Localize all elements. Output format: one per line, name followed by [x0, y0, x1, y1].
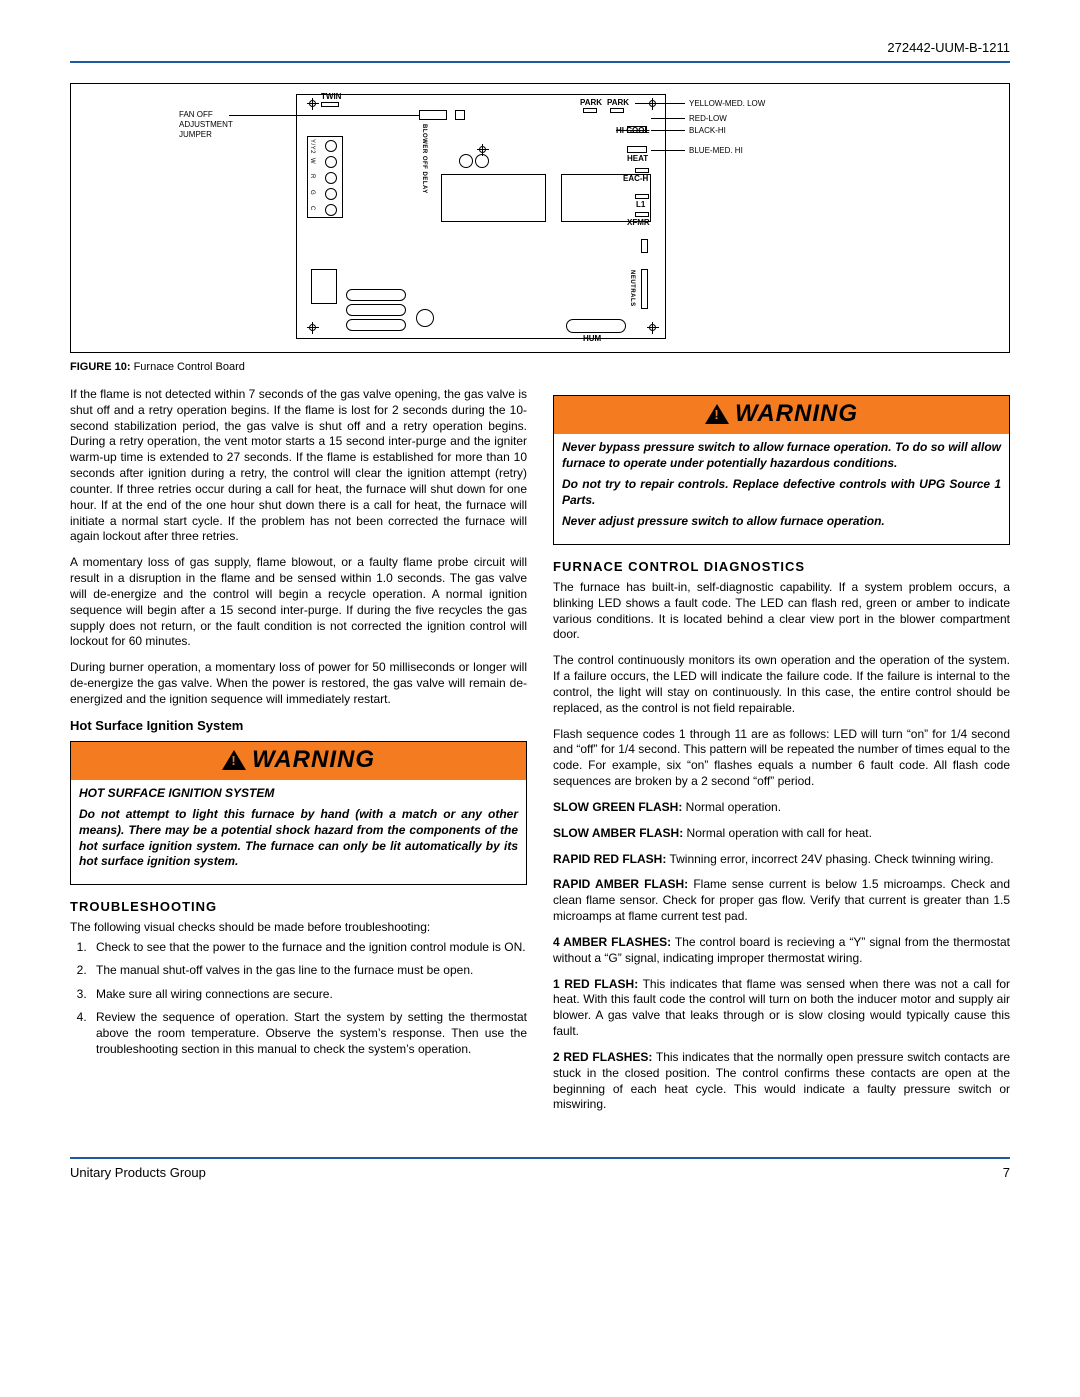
- figure-caption-label: FIGURE 10:: [70, 361, 131, 373]
- diag-p1: The furnace has built-in, self-diagnosti…: [553, 580, 1010, 643]
- fig-label-heat: HEAT: [627, 154, 648, 164]
- troubleshoot-list: Check to see that the power to the furna…: [90, 940, 527, 1058]
- warning-triangle-icon: [222, 750, 246, 770]
- heading-troubleshooting: TROUBLESHOOTING: [70, 899, 527, 914]
- footer-page-number: 7: [1003, 1165, 1010, 1180]
- figure-10-diagram: TWIN FAN OFF ADJUSTMENT JUMPER Y/Y2 W R …: [70, 83, 1010, 353]
- check-item-4: Review the sequence of operation. Start …: [90, 1010, 527, 1057]
- fig-label-each: EAC-H: [623, 174, 648, 184]
- fig-label-hicool: HI COOL: [616, 126, 649, 136]
- code-slow-green: SLOW GREEN FLASH: Normal operation.: [553, 800, 1010, 816]
- diag-p2: The control continuously monitors its ow…: [553, 653, 1010, 716]
- fig-label-jumper: JUMPER: [179, 130, 212, 140]
- warning1-title: HOT SURFACE IGNITION SYSTEM: [79, 786, 518, 802]
- code-rapid-amber: RAPID AMBER FLASH: Flame sense current i…: [553, 877, 1010, 924]
- diag-p3: Flash sequence codes 1 through 11 are as…: [553, 727, 1010, 790]
- fig-label-black: BLACK-HI: [689, 126, 726, 136]
- check-item-1: Check to see that the power to the furna…: [90, 940, 527, 956]
- fig-label-l1: L1: [636, 200, 645, 210]
- fig-label-yellow: YELLOW-MED. LOW: [689, 99, 765, 109]
- code-rapid-red: RAPID RED FLASH: Twinning error, incorre…: [553, 852, 1010, 868]
- footer-left: Unitary Products Group: [70, 1165, 206, 1180]
- fig-label-twin: TWIN: [321, 92, 341, 102]
- right-column: WARNING Never bypass pressure switch to …: [553, 387, 1010, 1123]
- check-item-2: The manual shut-off valves in the gas li…: [90, 963, 527, 979]
- left-p3: During burner operation, a momentary los…: [70, 660, 527, 707]
- fig-label-neutrals: NEUTRALS: [629, 270, 635, 307]
- warning-header-2: WARNING: [554, 396, 1009, 434]
- troubleshoot-intro: The following visual checks should be ma…: [70, 920, 527, 936]
- fig-label-park1: PARK: [580, 98, 602, 108]
- left-p1: If the flame is not detected within 7 se…: [70, 387, 527, 545]
- code-2-red: 2 RED FLASHES: This indicates that the n…: [553, 1050, 1010, 1113]
- left-column: If the flame is not detected within 7 se…: [70, 387, 527, 1123]
- warning-pressure-switch: WARNING Never bypass pressure switch to …: [553, 395, 1010, 545]
- heading-hot-surface: Hot Surface Ignition System: [70, 718, 527, 733]
- two-column-layout: If the flame is not detected within 7 se…: [70, 387, 1010, 1123]
- heading-diagnostics: FURNACE CONTROL DIAGNOSTICS: [553, 559, 1010, 574]
- check-item-3: Make sure all wiring connections are sec…: [90, 987, 527, 1003]
- fig-label-park2: PARK: [607, 98, 629, 108]
- fig-label-adj: ADJUSTMENT: [179, 120, 233, 130]
- left-p2: A momentary loss of gas supply, flame bl…: [70, 555, 527, 650]
- warning1-body: Do not attempt to light this furnace by …: [79, 807, 518, 869]
- figure-caption-text: Furnace Control Board: [134, 361, 245, 373]
- fig-label-xfmr: XFMR: [627, 218, 650, 228]
- figure-caption: FIGURE 10: Furnace Control Board: [70, 361, 1010, 373]
- page-footer: Unitary Products Group 7: [70, 1157, 1010, 1180]
- warning-hot-surface: WARNING HOT SURFACE IGNITION SYSTEM Do n…: [70, 741, 527, 885]
- header-rule: [70, 61, 1010, 63]
- warning-triangle-icon: [705, 404, 729, 424]
- warning2-line3: Never adjust pressure switch to allow fu…: [562, 514, 1001, 530]
- warning-header-text: WARNING: [252, 746, 375, 774]
- code-slow-amber: SLOW AMBER FLASH: Normal operation with …: [553, 826, 1010, 842]
- code-1-red: 1 RED FLASH: This indicates that flame w…: [553, 977, 1010, 1040]
- warning2-line1: Never bypass pressure switch to allow fu…: [562, 440, 1001, 471]
- doc-id: 272442-UUM-B-1211: [70, 40, 1010, 55]
- fig-label-fanoff: FAN OFF: [179, 110, 213, 120]
- fig-label-hum: HUM: [583, 334, 601, 344]
- fig-label-blue: BLUE-MED. HI: [689, 146, 743, 156]
- fig-label-red: RED-LOW: [689, 114, 727, 124]
- warning2-line2: Do not try to repair controls. Replace d…: [562, 477, 1001, 508]
- code-4-amber: 4 AMBER FLASHES: The control board is re…: [553, 935, 1010, 967]
- warning-header-text-2: WARNING: [735, 400, 858, 428]
- warning-header: WARNING: [71, 742, 526, 780]
